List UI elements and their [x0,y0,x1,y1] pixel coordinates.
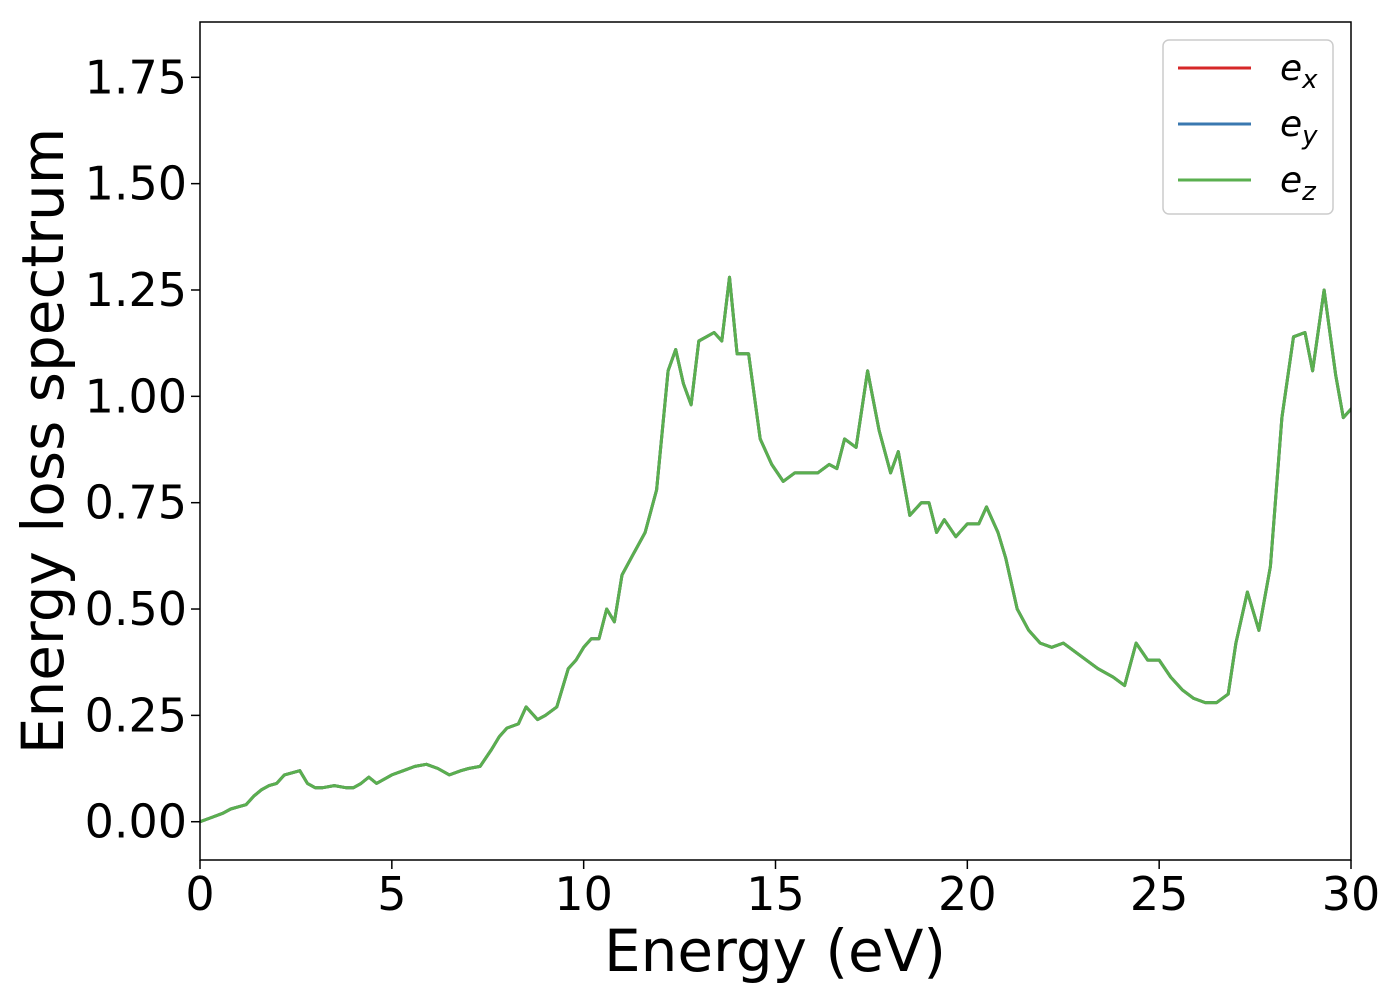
y-tick-label: 1.75 [85,50,187,104]
y-tick-label: 0.75 [85,476,187,530]
x-tick-label: 10 [554,867,613,921]
x-tick-label: 0 [185,867,214,921]
x-tick-label: 20 [938,867,997,921]
y-tick-label: 1.25 [85,263,187,317]
series-line-e-y [200,275,1351,824]
y-tick-label: 1.50 [85,157,187,211]
legend-label-e-y: ey [1280,104,1318,151]
x-tick-label: 5 [377,867,406,921]
x-axis: 0 5 10 15 20 25 30 [185,860,1380,921]
legend-label-e-x: ex [1280,48,1318,95]
series-line-e-x [200,275,1351,824]
x-tick-label: 30 [1322,867,1381,921]
y-tick-label: 0.25 [85,688,187,742]
x-tick-label: 25 [1130,867,1189,921]
y-tick-label: 0.50 [85,582,187,636]
legend-frame [1162,39,1334,215]
y-axis: 0.00 0.25 0.50 0.75 1.00 1.25 1.50 1.75 [85,50,200,849]
x-axis-title: Energy (eV) [604,917,946,985]
series-layer [200,275,1351,824]
y-tick-label: 0.00 [85,795,187,849]
series-line-e-z [200,275,1351,824]
y-axis-title: Energy loss spectrum [9,128,77,754]
x-tick-label: 15 [746,867,805,921]
y-tick-label: 1.00 [85,369,187,423]
